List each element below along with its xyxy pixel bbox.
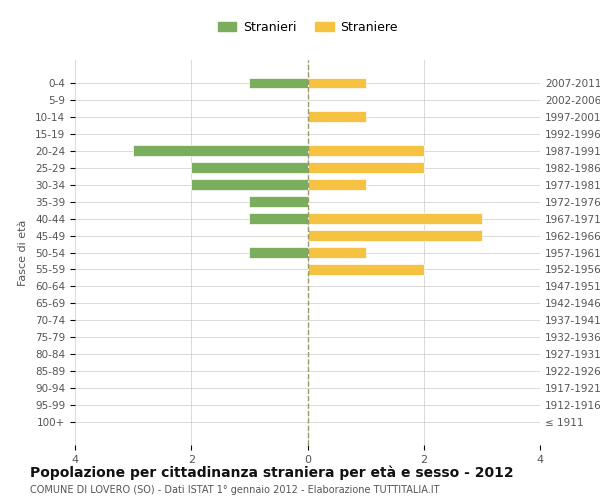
Bar [308,180,365,190]
Bar [250,78,308,88]
Y-axis label: Anni di nascita: Anni di nascita [599,211,600,294]
Bar [250,214,308,224]
Bar [308,264,424,274]
Text: Popolazione per cittadinanza straniera per età e sesso - 2012: Popolazione per cittadinanza straniera p… [30,465,514,479]
Bar [308,146,424,156]
Bar [191,162,308,172]
Legend: Stranieri, Straniere: Stranieri, Straniere [212,16,403,39]
Bar [250,248,308,258]
Bar [308,78,365,88]
Bar [250,196,308,206]
Y-axis label: Fasce di età: Fasce di età [18,220,28,286]
Bar [308,112,365,122]
Text: COMUNE DI LOVERO (SO) - Dati ISTAT 1° gennaio 2012 - Elaborazione TUTTITALIA.IT: COMUNE DI LOVERO (SO) - Dati ISTAT 1° ge… [30,485,439,495]
Bar [133,146,308,156]
Bar [308,248,365,258]
Bar [308,230,482,240]
Bar [308,162,424,172]
Bar [308,214,482,224]
Bar [191,180,308,190]
